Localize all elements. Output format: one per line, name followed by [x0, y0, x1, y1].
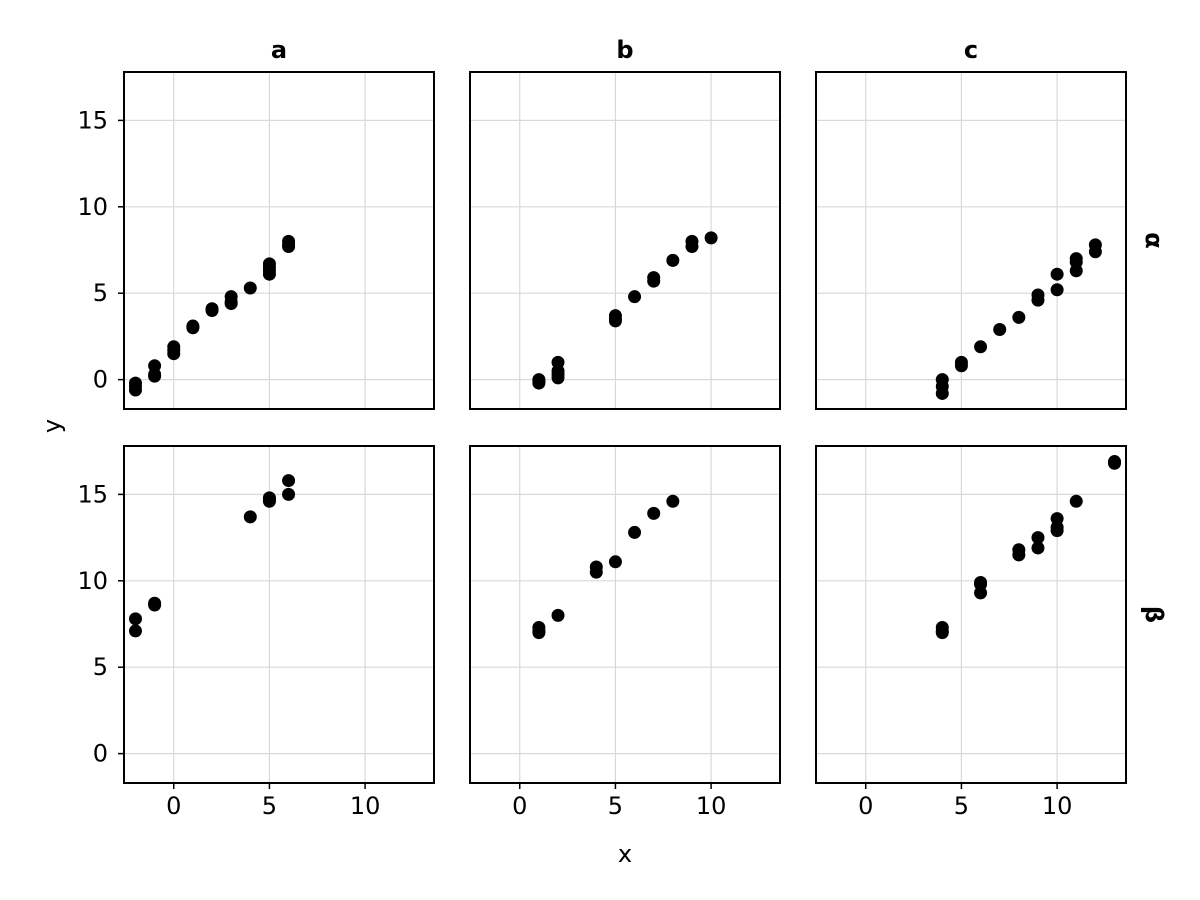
x-axis-label: x — [618, 840, 632, 868]
x-tick-label: 10 — [696, 792, 727, 820]
panel-frame — [469, 71, 781, 410]
panel-c-alpha: cα — [815, 36, 1168, 410]
scatter-point — [1031, 288, 1045, 302]
scatter-point — [262, 264, 276, 278]
scatter-point — [1108, 456, 1122, 470]
scatter-point — [532, 624, 546, 638]
scatter-point — [532, 374, 546, 388]
scatter-point — [1012, 310, 1026, 324]
scatter-point — [628, 290, 642, 304]
scatter-point — [935, 624, 949, 638]
y-tick-label: 15 — [77, 106, 108, 134]
scatter-point — [243, 281, 257, 295]
scatter-point — [148, 367, 162, 381]
scatter-point — [1031, 541, 1045, 555]
panel-frame — [815, 71, 1127, 410]
x-tick-label: 5 — [262, 792, 277, 820]
scatter-point — [608, 555, 622, 569]
panel-frame — [123, 445, 435, 784]
panel-a-alpha: 0 5 10 15 a — [77, 36, 435, 410]
x-tick-label: 10 — [1042, 792, 1073, 820]
scatter-point — [993, 323, 1007, 337]
scatter-point — [551, 367, 565, 381]
scatter-point — [205, 302, 219, 316]
scatter-point — [128, 380, 142, 394]
scatter-point — [243, 510, 257, 524]
y-tick-label: 0 — [93, 366, 108, 394]
scatter-point — [282, 474, 296, 488]
scatter-point — [1069, 252, 1083, 266]
panel-c-beta: 0 5 10 β — [815, 445, 1168, 820]
scatter-point — [666, 494, 680, 508]
scatter-point — [1050, 520, 1064, 534]
scatter-point — [666, 253, 680, 267]
scatter-point — [551, 355, 565, 369]
scatter-point — [1031, 531, 1045, 545]
panel-frame — [469, 445, 781, 784]
y-tick-label: 10 — [77, 567, 108, 595]
scatter-point — [262, 493, 276, 507]
column-facet-label: c — [964, 36, 978, 64]
panel-frame — [123, 71, 435, 410]
panel-frame — [815, 445, 1127, 784]
scatter-point — [685, 234, 699, 248]
panel-a-beta: 0 5 10 0 5 10 15 — [77, 445, 435, 820]
scatter-point — [128, 612, 142, 626]
y-axis-label: y — [38, 419, 66, 433]
scatter-point — [935, 373, 949, 387]
scatter-point — [1069, 494, 1083, 508]
x-tick-label: 0 — [512, 792, 527, 820]
x-tick-label: 10 — [350, 792, 381, 820]
scatter-point — [954, 355, 968, 369]
x-tick-label: 5 — [608, 792, 623, 820]
row-facet-label: α — [1140, 232, 1168, 249]
scatter-point — [186, 319, 200, 333]
panel-b-beta: 0 5 10 — [469, 445, 781, 820]
scatter-point — [647, 506, 661, 520]
scatter-point — [282, 487, 296, 501]
x-tick-label: 0 — [166, 792, 181, 820]
x-tick-label: 5 — [954, 792, 969, 820]
y-tick-label: 10 — [77, 193, 108, 221]
scatter-point — [282, 238, 296, 252]
panel-b-alpha: b — [469, 36, 781, 410]
y-tick-label: 5 — [93, 279, 108, 307]
labels-layer: x y — [38, 419, 632, 868]
scatter-point — [148, 596, 162, 610]
scatter-point — [224, 297, 238, 311]
y-tick-label: 5 — [93, 653, 108, 681]
column-facet-label: a — [271, 36, 287, 64]
scatter-point — [647, 271, 661, 285]
scatter-point — [167, 343, 181, 357]
scatter-point — [551, 608, 565, 622]
scatter-point — [608, 312, 622, 326]
scatter-point — [704, 231, 718, 245]
y-tick-label: 15 — [77, 480, 108, 508]
column-facet-label: b — [616, 36, 633, 64]
scatter-point — [128, 624, 142, 638]
row-facet-label: β — [1140, 606, 1168, 623]
scatter-point — [1050, 283, 1064, 297]
scatter-point — [628, 525, 642, 539]
scatter-point — [1050, 267, 1064, 281]
scatter-point — [1012, 543, 1026, 557]
scatter-point — [974, 340, 988, 354]
y-tick-label: 0 — [93, 740, 108, 768]
scatter-point — [589, 560, 603, 574]
scatter-point — [1088, 238, 1102, 252]
scatter-point — [974, 576, 988, 590]
x-tick-label: 0 — [858, 792, 873, 820]
